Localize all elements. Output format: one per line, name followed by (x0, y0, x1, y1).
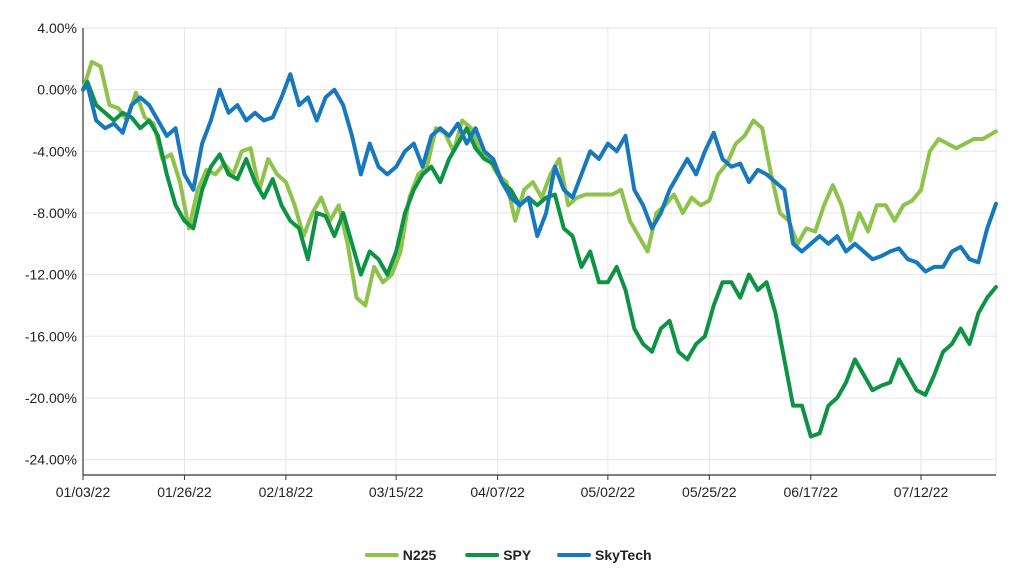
y-tick-label: -8.00% (33, 205, 77, 221)
legend-label: SkyTech (595, 547, 652, 563)
legend-item-skytech: SkyTech (557, 547, 652, 563)
chart-series (81, 59, 998, 439)
chart-legend: N225 SPY SkyTech (364, 547, 652, 563)
legend-label: N225 (403, 547, 437, 563)
y-tick-label: -4.00% (33, 143, 77, 159)
x-axis-tick-labels: 01/03/22 01/26/22 02/18/22 03/15/22 04/07/22… (56, 484, 949, 500)
series-line-spy (81, 79, 998, 439)
y-tick-label: -24.00% (25, 452, 77, 468)
legend-item-n225: N225 (364, 547, 437, 563)
chart-grid (83, 27, 997, 475)
x-tick-label: 05/02/22 (581, 484, 636, 500)
y-tick-label: 0.00% (37, 82, 77, 98)
y-tick-label: 4.00% (37, 20, 77, 36)
x-tick-label: 03/15/22 (369, 484, 424, 500)
x-tick-label: 04/07/22 (470, 484, 525, 500)
x-tick-label: 05/25/22 (682, 484, 737, 500)
chart-axes (82, 28, 996, 480)
legend-label: SPY (503, 547, 532, 563)
x-tick-label: 02/18/22 (259, 484, 314, 500)
y-tick-label: -12.00% (25, 267, 77, 283)
y-axis-tick-labels: 4.00% 0.00% -4.00% -8.00% -12.00% -16.00% -20.… (25, 20, 77, 468)
legend-item-spy: SPY (465, 547, 532, 563)
x-tick-label: 07/12/22 (894, 484, 949, 500)
series-line-n225 (81, 59, 998, 308)
x-tick-label: 06/17/22 (784, 484, 839, 500)
y-tick-label: -20.00% (25, 390, 77, 406)
x-tick-label: 01/03/22 (56, 484, 111, 500)
series-line-skytech (81, 72, 998, 274)
y-tick-label: -16.00% (25, 328, 77, 344)
x-tick-label: 01/26/22 (157, 484, 212, 500)
